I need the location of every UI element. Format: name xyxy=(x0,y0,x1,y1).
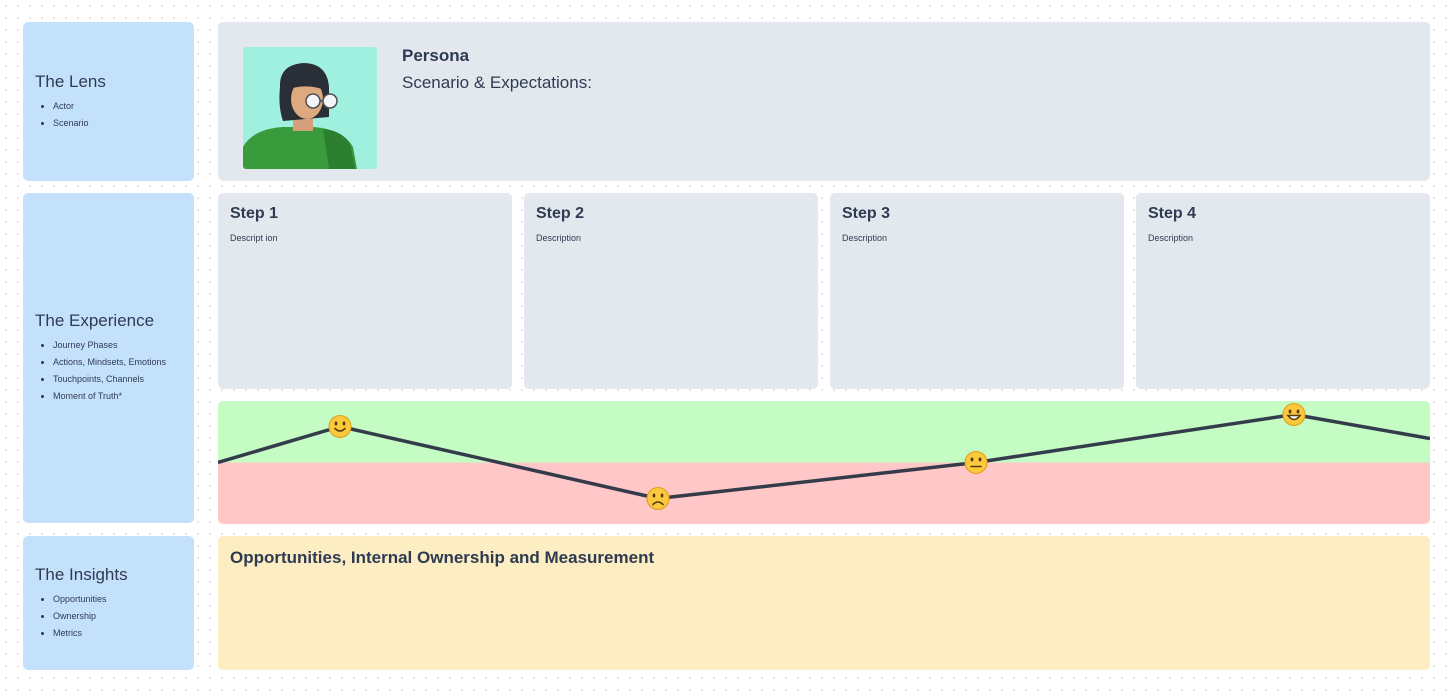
step-card-2[interactable]: Step 2 Description xyxy=(524,193,818,389)
persona-illustration xyxy=(243,47,377,169)
persona-avatar xyxy=(243,47,377,169)
experience-panel: The Experience Journey Phases Actions, M… xyxy=(23,193,194,523)
lens-list: Actor Scenario xyxy=(35,98,194,132)
insights-item: Metrics xyxy=(53,625,194,642)
step-description: Description xyxy=(536,233,582,243)
insights-card[interactable]: Opportunities, Internal Ownership and Me… xyxy=(218,536,1430,670)
persona-scenario: Scenario & Expectations: xyxy=(402,73,592,92)
insights-side-title: The Insights xyxy=(35,564,128,584)
insights-list: Opportunities Ownership Metrics xyxy=(35,591,194,642)
persona-name: Persona xyxy=(402,46,470,65)
persona-card[interactable] xyxy=(218,22,1430,181)
lens-title: The Lens xyxy=(35,71,106,91)
step-description: Descript ion xyxy=(230,233,278,243)
negative-band xyxy=(218,462,1430,524)
step-description: Description xyxy=(842,233,888,243)
emotion-line xyxy=(218,412,1430,501)
step-card-3[interactable]: Step 3 Description xyxy=(830,193,1124,389)
experience-item: Touchpoints, Channels xyxy=(53,371,194,388)
lens-panel: The Lens Actor Scenario xyxy=(23,22,194,181)
neutral-face-icon xyxy=(964,451,988,474)
experience-item: Journey Phases xyxy=(53,337,194,354)
experience-item: Moment of Truth* xyxy=(53,388,194,405)
insights-panel: The Insights Opportunities Ownership Met… xyxy=(23,536,194,670)
insights-item: Opportunities xyxy=(53,591,194,608)
step-title: Step 2 xyxy=(536,205,585,222)
experience-title: The Experience xyxy=(35,311,155,330)
step-card-1[interactable]: Step 1 Descript ion xyxy=(218,193,512,389)
slightly-smiling-face-icon xyxy=(328,415,352,438)
grinning-face-icon xyxy=(1282,403,1306,426)
positive-band xyxy=(218,401,1430,463)
step-description: Description xyxy=(1148,233,1194,243)
insights-item: Ownership xyxy=(53,608,194,625)
frowning-face-icon xyxy=(646,487,670,510)
step-title: Step 4 xyxy=(1148,205,1197,222)
step-card-4[interactable]: Step 4 Description xyxy=(1136,193,1430,389)
insights-title: Opportunities, Internal Ownership and Me… xyxy=(230,548,655,567)
lens-item: Scenario xyxy=(53,115,194,132)
step-title: Step 3 xyxy=(842,205,891,222)
emotion-curve xyxy=(218,401,1430,524)
lens-item: Actor xyxy=(53,98,194,115)
experience-list: Journey Phases Actions, Mindsets, Emotio… xyxy=(35,337,194,405)
step-title: Step 1 xyxy=(230,205,279,222)
experience-item: Actions, Mindsets, Emotions xyxy=(53,354,194,371)
